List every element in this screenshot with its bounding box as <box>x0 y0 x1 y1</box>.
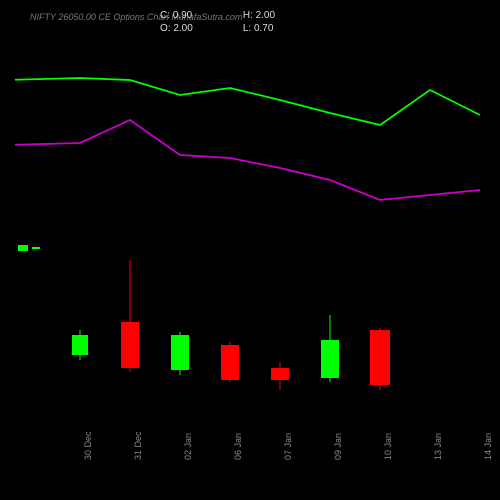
chart-canvas <box>15 40 485 420</box>
x-tick-label: 07 Jan <box>283 433 293 460</box>
chart-svg <box>15 40 485 420</box>
ohlc-o: O: 2.00 <box>160 23 193 34</box>
ohlc-readout: C: 0.90 H: 2.00 O: 2.00 L: 0.70 <box>160 10 275 34</box>
candle-body <box>72 335 88 355</box>
x-tick-label: 30 Dec <box>83 431 93 460</box>
legend-up-box-icon <box>18 245 28 251</box>
candle-body <box>370 330 390 385</box>
legend-dash-icon <box>32 247 40 249</box>
x-axis: 30 Dec 31 Dec 02 Jan 06 Jan 07 Jan 09 Jan 10 J… <box>15 420 485 480</box>
x-tick-label: 13 Jan <box>433 433 443 460</box>
candle-body <box>221 345 239 380</box>
candle-body <box>271 368 289 380</box>
ohlc-c: C: 0.90 <box>160 10 193 21</box>
indicator-line-green <box>15 78 480 125</box>
x-tick-label: 10 Jan <box>383 433 393 460</box>
ohlc-l: L: 0.70 <box>243 23 275 34</box>
x-tick-label: 09 Jan <box>333 433 343 460</box>
indicator-line-purple <box>15 120 480 200</box>
x-tick-label: 14 Jan <box>483 433 493 460</box>
candle-body <box>171 335 189 370</box>
x-tick-label: 02 Jan <box>183 433 193 460</box>
candle-body <box>321 340 339 378</box>
candle-body <box>121 322 139 368</box>
x-tick-label: 31 Dec <box>133 431 143 460</box>
ohlc-h: H: 2.00 <box>243 10 275 21</box>
x-tick-label: 06 Jan <box>233 433 243 460</box>
